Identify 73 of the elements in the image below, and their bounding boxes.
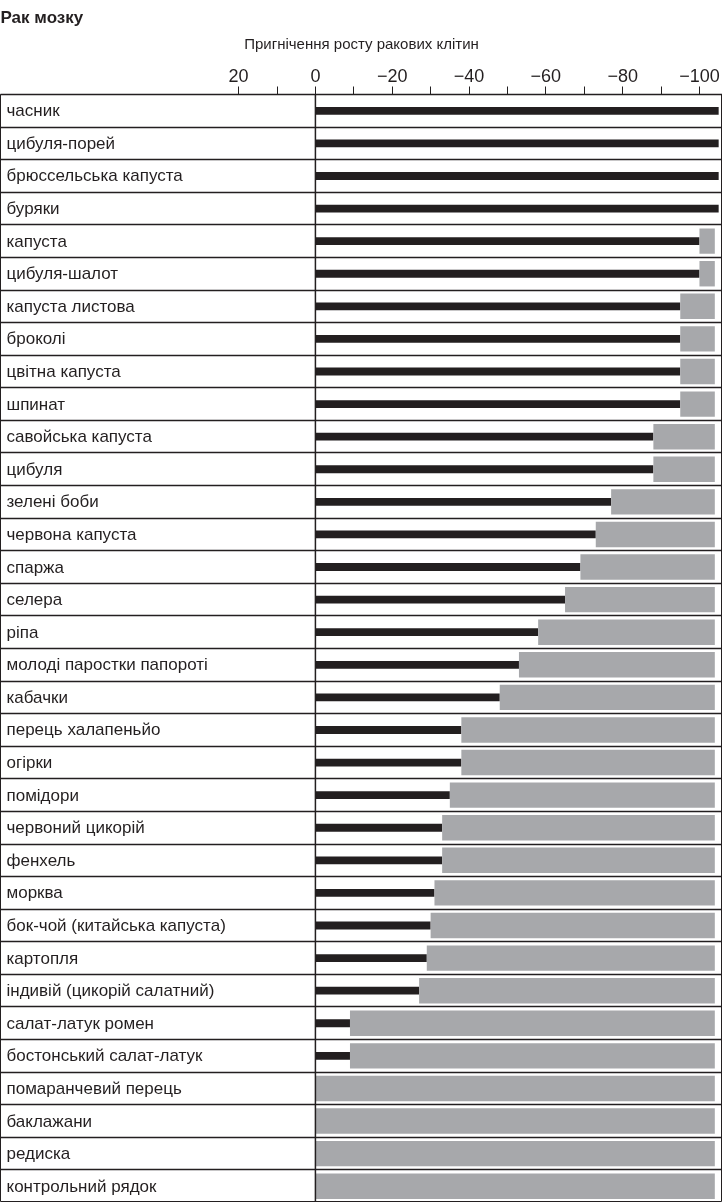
bar	[315, 1140, 715, 1167]
y-tick-label: шпинат	[6, 394, 66, 414]
bar	[653, 456, 715, 482]
bar	[349, 1010, 715, 1036]
bar	[434, 880, 715, 906]
y-tick-label: савойська капуста	[6, 427, 153, 447]
bar	[430, 912, 715, 939]
bar	[349, 1043, 715, 1069]
y-tick-label: селера	[6, 590, 63, 610]
bar	[595, 521, 715, 548]
bar	[580, 554, 715, 580]
chart-title: Рак мозку	[0, 7, 84, 27]
bar	[315, 1075, 715, 1102]
y-tick-label: редиска	[6, 1144, 71, 1164]
y-tick-label: цибуля	[6, 459, 63, 479]
y-tick-label: ріпа	[6, 622, 39, 642]
y-tick-label: огірки	[6, 753, 53, 773]
y-tick-label: часник	[6, 101, 61, 121]
y-tick-label: салат-латук ромен	[6, 1013, 154, 1033]
x-tick-label: −60	[530, 65, 562, 86]
bar	[315, 1173, 715, 1199]
y-tick-label: цвітна капуста	[6, 362, 122, 381]
y-tick-label: контрольний рядок	[6, 1176, 158, 1196]
x-tick-label: 0	[310, 65, 321, 86]
y-tick-label: червоний цикорій	[6, 818, 145, 838]
bar	[315, 1108, 715, 1134]
bar	[442, 847, 715, 874]
y-tick-label: баклажани	[6, 1111, 93, 1131]
bar	[699, 228, 715, 254]
bar	[449, 782, 715, 808]
bar	[680, 358, 715, 385]
y-tick-label: бостонський салат-латук	[6, 1046, 204, 1066]
y-tick-label: капуста	[6, 231, 68, 251]
bar	[518, 652, 715, 678]
x-tick-label: −20	[376, 65, 408, 86]
y-tick-label: буряки	[6, 199, 60, 219]
bar	[461, 749, 715, 776]
x-tick-label: −100	[679, 65, 720, 86]
x-tick-label: 20	[228, 65, 249, 86]
y-tick-label: кабачки	[6, 687, 68, 707]
y-tick-label: бок-чой (китайська капуста)	[6, 916, 226, 935]
bar	[565, 586, 715, 613]
bar	[461, 717, 715, 743]
y-tick-label: зелені боби	[6, 492, 99, 512]
bar	[611, 489, 715, 515]
y-tick-label: перець халапеньйо	[6, 720, 161, 740]
bar	[538, 619, 715, 645]
y-tick-label: індивій (цикорій салатний)	[6, 981, 215, 1001]
bar	[499, 684, 715, 711]
y-tick-label: брюссельська капуста	[6, 166, 184, 186]
x-tick-label: −80	[607, 65, 638, 86]
y-tick-label: молоді паростки папороті	[6, 655, 208, 675]
y-tick-label: помідори	[6, 785, 79, 805]
y-tick-label: картопля	[6, 948, 79, 968]
y-tick-label: червона капуста	[6, 524, 137, 544]
bar	[680, 391, 715, 417]
y-tick-label: помаранчевий перець	[6, 1078, 182, 1098]
y-tick-label: спаржа	[6, 557, 65, 577]
y-tick-label: фенхель	[6, 850, 76, 870]
bar	[699, 261, 715, 287]
y-tick-label: цибуля-порей	[6, 133, 116, 153]
bar	[442, 815, 715, 841]
bar	[426, 945, 715, 971]
bar	[680, 326, 715, 352]
bar	[419, 977, 715, 1004]
bar	[653, 423, 715, 450]
x-axis-title: Пригнічення росту ракових клітин	[244, 34, 479, 52]
y-tick-label: капуста листова	[6, 296, 136, 316]
y-tick-label: морква	[6, 883, 64, 903]
y-tick-label: броколі	[6, 329, 66, 349]
x-tick-label: −40	[453, 65, 485, 86]
bar	[680, 293, 715, 320]
y-tick-label: цибуля-шалот	[6, 264, 119, 284]
